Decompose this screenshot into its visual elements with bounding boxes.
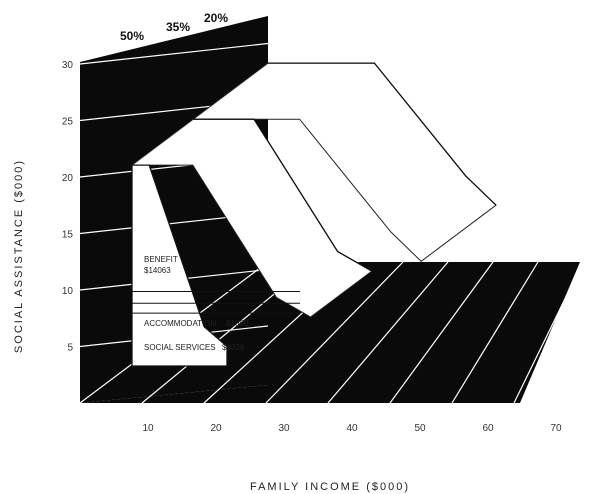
series-line-35pct [193, 118, 373, 272]
grid-line-x-8 [513, 261, 584, 404]
grid-line-x-5 [327, 261, 449, 404]
rate-label-3: 20% [204, 11, 228, 25]
x-tick-6: 60 [482, 423, 494, 434]
x-tick-4: 40 [346, 423, 358, 434]
y-tick-4: 20 [62, 173, 74, 184]
floor [80, 262, 580, 403]
y-tick-6: 30 [62, 60, 74, 71]
component-label-3: SOCIAL SERVICES [144, 343, 216, 352]
y-axis-label: SOCIAL ASSISTANCE ($000) [13, 159, 25, 353]
x-tick-2: 20 [210, 423, 222, 434]
y-tick-2: 10 [62, 286, 74, 297]
rate-label-2: 35% [166, 20, 190, 34]
x-tick-3: 30 [278, 423, 290, 434]
front-face-polygon [131, 164, 228, 367]
component-amount-2: $1090 [226, 319, 249, 328]
rate-label-1: 50% [120, 29, 144, 43]
component-amount-3: $3328 [222, 343, 245, 352]
grid-line-x-4 [265, 261, 404, 404]
grid-line-x-6 [389, 261, 494, 404]
rate-labels: 50% 35% 20% [120, 11, 228, 43]
grid-line-y-6 [79, 42, 269, 65]
x-tick-7: 70 [550, 423, 562, 434]
x-axis-label: FAMILY INCOME ($000) [250, 481, 410, 493]
y-tick-1: 5 [67, 343, 73, 354]
component-label-1: BENEFIT [144, 255, 178, 264]
y-tick-5: 25 [62, 117, 74, 128]
y-tick-3: 15 [62, 230, 74, 241]
grid-line-x-7 [451, 261, 539, 404]
front-face [131, 164, 300, 367]
x-tick-1: 10 [142, 423, 154, 434]
component-amount-1: $14063 [144, 266, 171, 275]
x-tick-5: 50 [414, 423, 426, 434]
ticks: 5 10 15 20 25 30 10 20 30 40 50 60 70 [62, 60, 562, 434]
annotations: BENEFIT $14063 ACCOMMODATION $1090 SOCIAL SE… [144, 255, 249, 352]
series-line-20pct [268, 62, 497, 206]
component-label-2: ACCOMMODATION [144, 319, 217, 328]
